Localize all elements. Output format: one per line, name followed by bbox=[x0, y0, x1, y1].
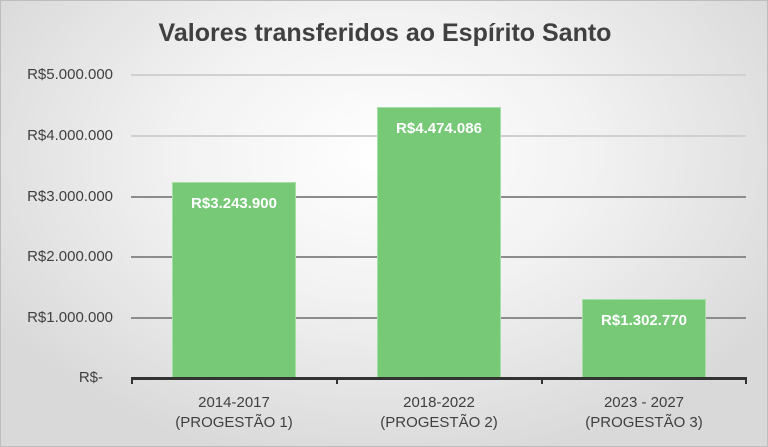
data-label: R$4.474.086 bbox=[396, 120, 482, 137]
x-axis-tick bbox=[541, 377, 543, 384]
chart-title: Valores transferidos ao Espírito Santo bbox=[158, 19, 612, 47]
y-tick-label: R$5.000.000 bbox=[27, 66, 113, 83]
x-axis-tick bbox=[745, 377, 747, 384]
x-axis-tick bbox=[131, 377, 133, 384]
data-label: R$3.243.900 bbox=[191, 195, 277, 212]
y-tick-label: R$2.000.000 bbox=[27, 248, 113, 265]
gridline bbox=[131, 74, 746, 76]
bar-progestao-3: R$1.302.770 bbox=[582, 299, 706, 378]
y-tick-label: R$3.000.000 bbox=[27, 188, 113, 205]
x-axis-tick bbox=[336, 377, 338, 384]
bar-progestao-1: R$3.243.900 bbox=[172, 182, 296, 378]
y-tick-label: R$4.000.000 bbox=[27, 127, 113, 144]
data-label: R$1.302.770 bbox=[601, 312, 687, 329]
x-category-label: 2018-2022 (PROGESTÃO 2) bbox=[380, 394, 498, 431]
x-axis bbox=[131, 377, 747, 380]
x-category-label: 2023 - 2027 (PROGESTÃO 3) bbox=[585, 394, 703, 431]
y-tick-label: R$- bbox=[78, 369, 103, 386]
y-tick-label: R$1.000.000 bbox=[27, 309, 113, 326]
bar-progestao-2: R$4.474.086 bbox=[377, 107, 501, 378]
x-category-label: 2014-2017 (PROGESTÃO 1) bbox=[175, 394, 293, 431]
